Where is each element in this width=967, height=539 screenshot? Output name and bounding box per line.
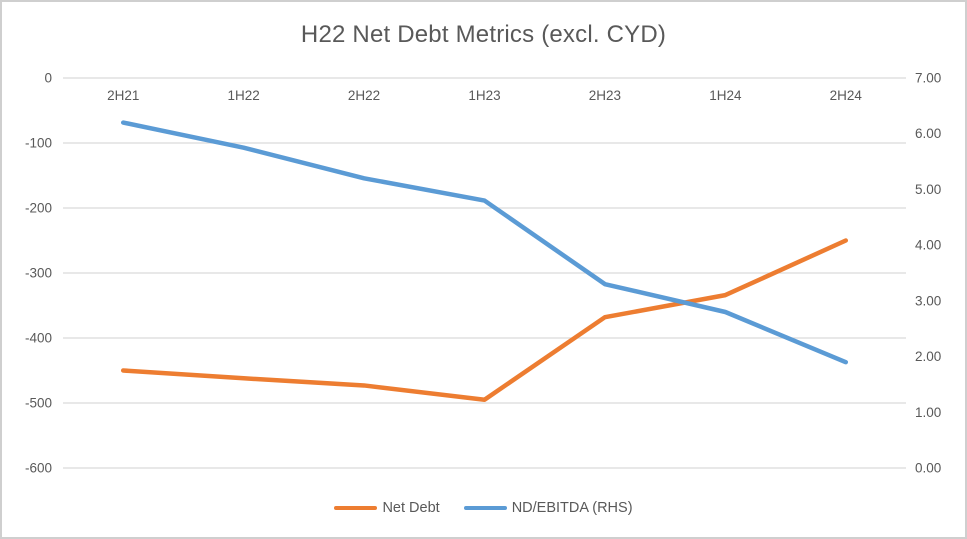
x-axis-category-label: 2H23: [589, 88, 621, 103]
right-axis-tick-label: 1.00: [915, 405, 941, 420]
left-axis-tick-label: -500: [25, 396, 52, 411]
left-axis-tick-label: 0: [44, 71, 52, 86]
legend-label-nd-ebitda: ND/EBITDA (RHS): [511, 500, 633, 516]
net-debt-line-swatch: [334, 505, 378, 511]
right-axis-tick-label: 2.00: [915, 349, 941, 364]
x-axis-category-label: 2H22: [348, 88, 380, 103]
x-axis-category-label: 1H23: [468, 88, 500, 103]
series-line-net-debt: [120, 238, 849, 402]
series-line-nd-ebitda-rhs: [120, 120, 849, 365]
left-axis-tick-label: -100: [25, 136, 52, 151]
legend-item-nd-ebitda: ND/EBITDA (RHS): [463, 500, 633, 516]
x-axis-category-label: 2H24: [830, 88, 863, 103]
x-axis-category-label: 2H21: [107, 88, 139, 103]
left-axis-tick-label: -200: [25, 201, 52, 216]
right-axis-tick-label: 7.00: [915, 71, 941, 86]
right-axis-tick-label: 3.00: [915, 293, 941, 308]
legend-label-net-debt: Net Debt: [382, 500, 440, 516]
right-axis-tick-label: 4.00: [915, 238, 941, 253]
left-axis-tick-label: -600: [25, 461, 52, 476]
x-axis-category-label: 1H24: [709, 88, 742, 103]
x-axis-category-label: 1H22: [228, 88, 260, 103]
right-axis-tick-label: 5.00: [915, 182, 941, 197]
legend: Net Debt ND/EBITDA (RHS): [2, 500, 965, 516]
left-axis-tick-label: -400: [25, 331, 52, 346]
left-axis-tick-label: -300: [25, 266, 52, 281]
nd-ebitda-line-swatch: [463, 505, 507, 511]
chart-title: H22 Net Debt Metrics (excl. CYD): [300, 21, 667, 48]
right-axis-tick-label: 0.00: [915, 461, 941, 476]
right-axis-tick-label: 6.00: [915, 126, 941, 141]
legend-item-net-debt: Net Debt: [334, 500, 440, 516]
